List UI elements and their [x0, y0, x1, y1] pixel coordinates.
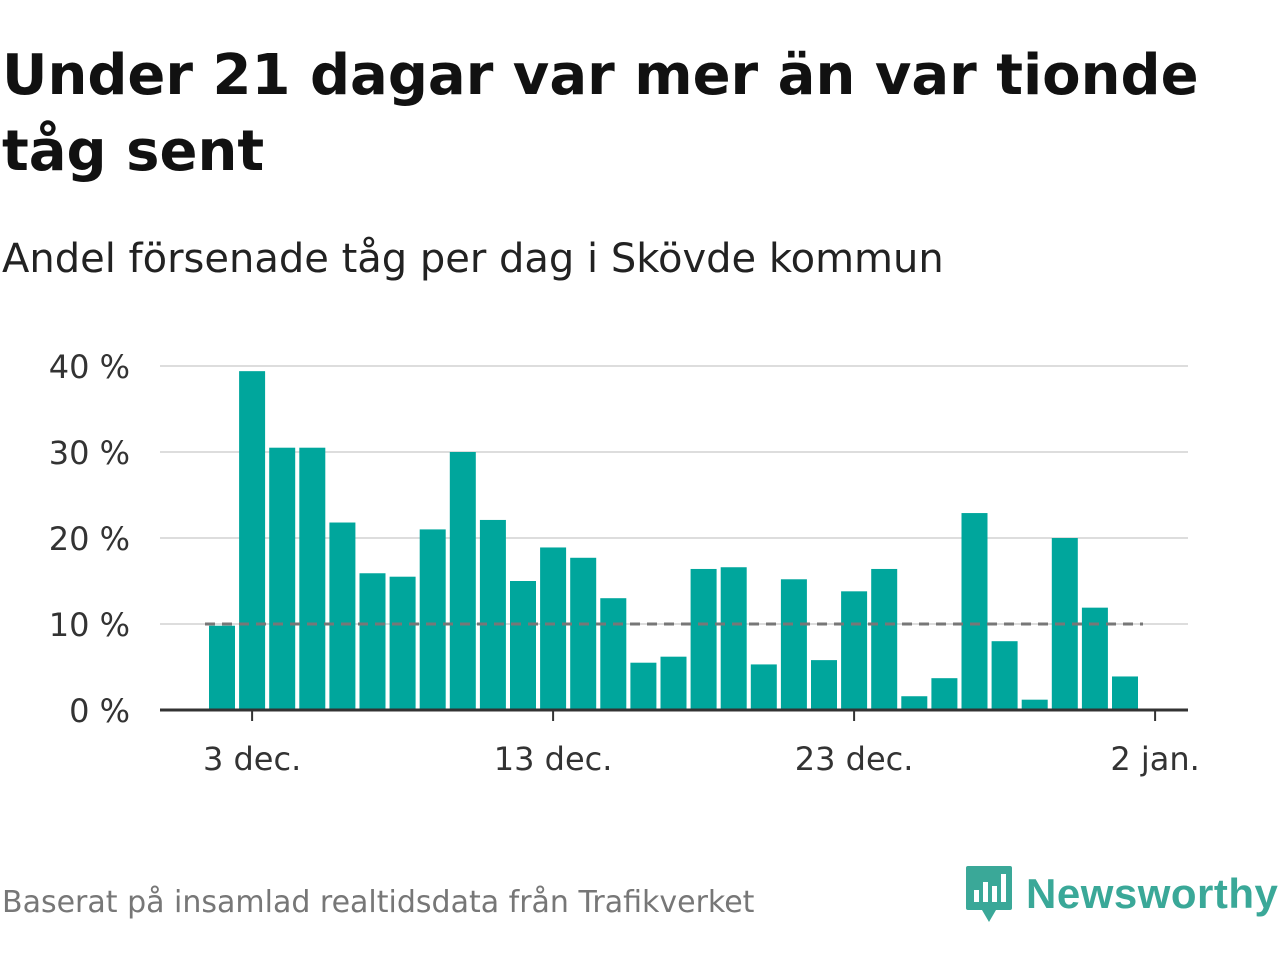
bar — [780, 579, 807, 710]
bar — [329, 522, 356, 710]
bar — [961, 513, 988, 710]
bar — [449, 452, 476, 710]
bar — [540, 547, 567, 710]
bar — [600, 598, 627, 710]
bar — [479, 519, 506, 710]
bar — [570, 557, 597, 710]
bar — [389, 576, 416, 710]
bar — [239, 371, 266, 710]
bar — [750, 664, 777, 710]
bar — [1021, 699, 1048, 710]
source-note: Baserat på insamlad realtidsdata från Tr… — [2, 885, 755, 920]
bar — [269, 447, 296, 710]
bar — [359, 573, 386, 710]
bar — [690, 568, 717, 710]
bar — [660, 656, 687, 710]
x-tick-label: 2 jan. — [1110, 740, 1199, 778]
bar — [811, 660, 837, 710]
bar — [931, 678, 958, 710]
bar — [1112, 676, 1138, 710]
chart-title: Under 21 dagar var mer än var tionde tåg… — [2, 43, 1199, 184]
y-tick-label: 40 % — [49, 348, 130, 386]
bar — [991, 641, 1018, 710]
bar — [841, 591, 868, 710]
bar — [901, 696, 928, 710]
x-tick-label: 13 dec. — [494, 740, 613, 778]
bar — [209, 625, 235, 710]
brand-name: Newsworthy — [1026, 870, 1279, 917]
bar — [630, 662, 657, 710]
x-tick-label: 3 dec. — [203, 740, 301, 778]
bar — [419, 529, 446, 710]
bar — [720, 567, 747, 710]
chart-subtitle: Andel försenade tåg per dag i Skövde kom… — [2, 236, 944, 282]
bar — [510, 581, 536, 710]
y-tick-label: 0 % — [69, 692, 130, 730]
y-tick-label: 20 % — [49, 520, 130, 558]
brand-logo[interactable]: Newsworthy — [964, 862, 1278, 926]
bar-chart-speech-bubble-icon — [966, 866, 1012, 922]
x-tick-label: 23 dec. — [795, 740, 914, 778]
y-tick-label: 10 % — [49, 606, 130, 644]
y-tick-label: 30 % — [49, 434, 130, 472]
bar — [299, 447, 326, 710]
bar — [871, 568, 898, 710]
